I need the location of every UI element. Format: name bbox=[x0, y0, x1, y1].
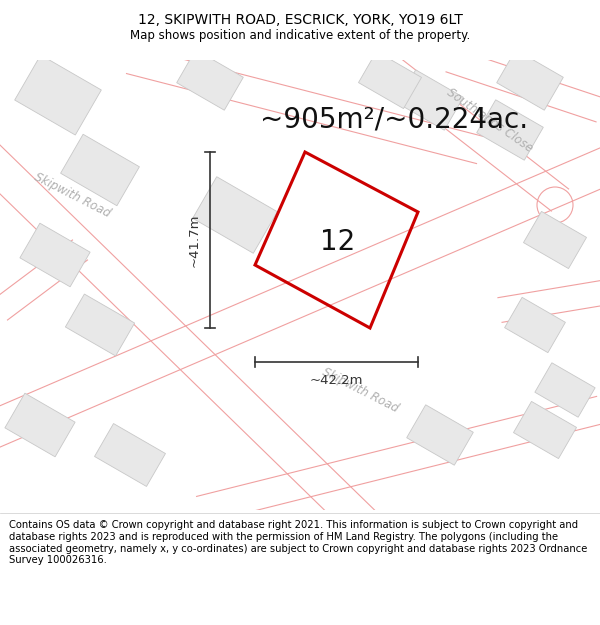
Polygon shape bbox=[535, 362, 595, 418]
Polygon shape bbox=[358, 51, 422, 109]
Polygon shape bbox=[5, 393, 75, 457]
Polygon shape bbox=[505, 298, 565, 352]
Text: 12, SKIPWITH ROAD, ESCRICK, YORK, YO19 6LT: 12, SKIPWITH ROAD, ESCRICK, YORK, YO19 6… bbox=[137, 13, 463, 28]
Polygon shape bbox=[497, 50, 563, 110]
Text: ~41.7m: ~41.7m bbox=[187, 213, 200, 267]
Polygon shape bbox=[476, 100, 544, 160]
Polygon shape bbox=[95, 424, 166, 486]
Polygon shape bbox=[20, 223, 90, 287]
Text: Skipwith Road: Skipwith Road bbox=[32, 170, 112, 220]
Polygon shape bbox=[14, 55, 101, 135]
Text: Southlands Close: Southlands Close bbox=[445, 86, 535, 154]
Polygon shape bbox=[176, 50, 244, 110]
Polygon shape bbox=[65, 294, 134, 356]
Text: ~42.2m: ~42.2m bbox=[310, 374, 363, 386]
Text: Map shows position and indicative extent of the property.: Map shows position and indicative extent… bbox=[130, 29, 470, 42]
Polygon shape bbox=[514, 401, 577, 459]
Text: 12: 12 bbox=[320, 228, 356, 256]
Polygon shape bbox=[61, 134, 139, 206]
Polygon shape bbox=[397, 70, 463, 130]
Text: Skipwith Road: Skipwith Road bbox=[320, 365, 400, 415]
Text: Contains OS data © Crown copyright and database right 2021. This information is : Contains OS data © Crown copyright and d… bbox=[9, 521, 587, 565]
Polygon shape bbox=[523, 211, 587, 269]
Polygon shape bbox=[407, 405, 473, 465]
Text: ~905m²/~0.224ac.: ~905m²/~0.224ac. bbox=[260, 106, 528, 134]
Polygon shape bbox=[193, 177, 277, 253]
